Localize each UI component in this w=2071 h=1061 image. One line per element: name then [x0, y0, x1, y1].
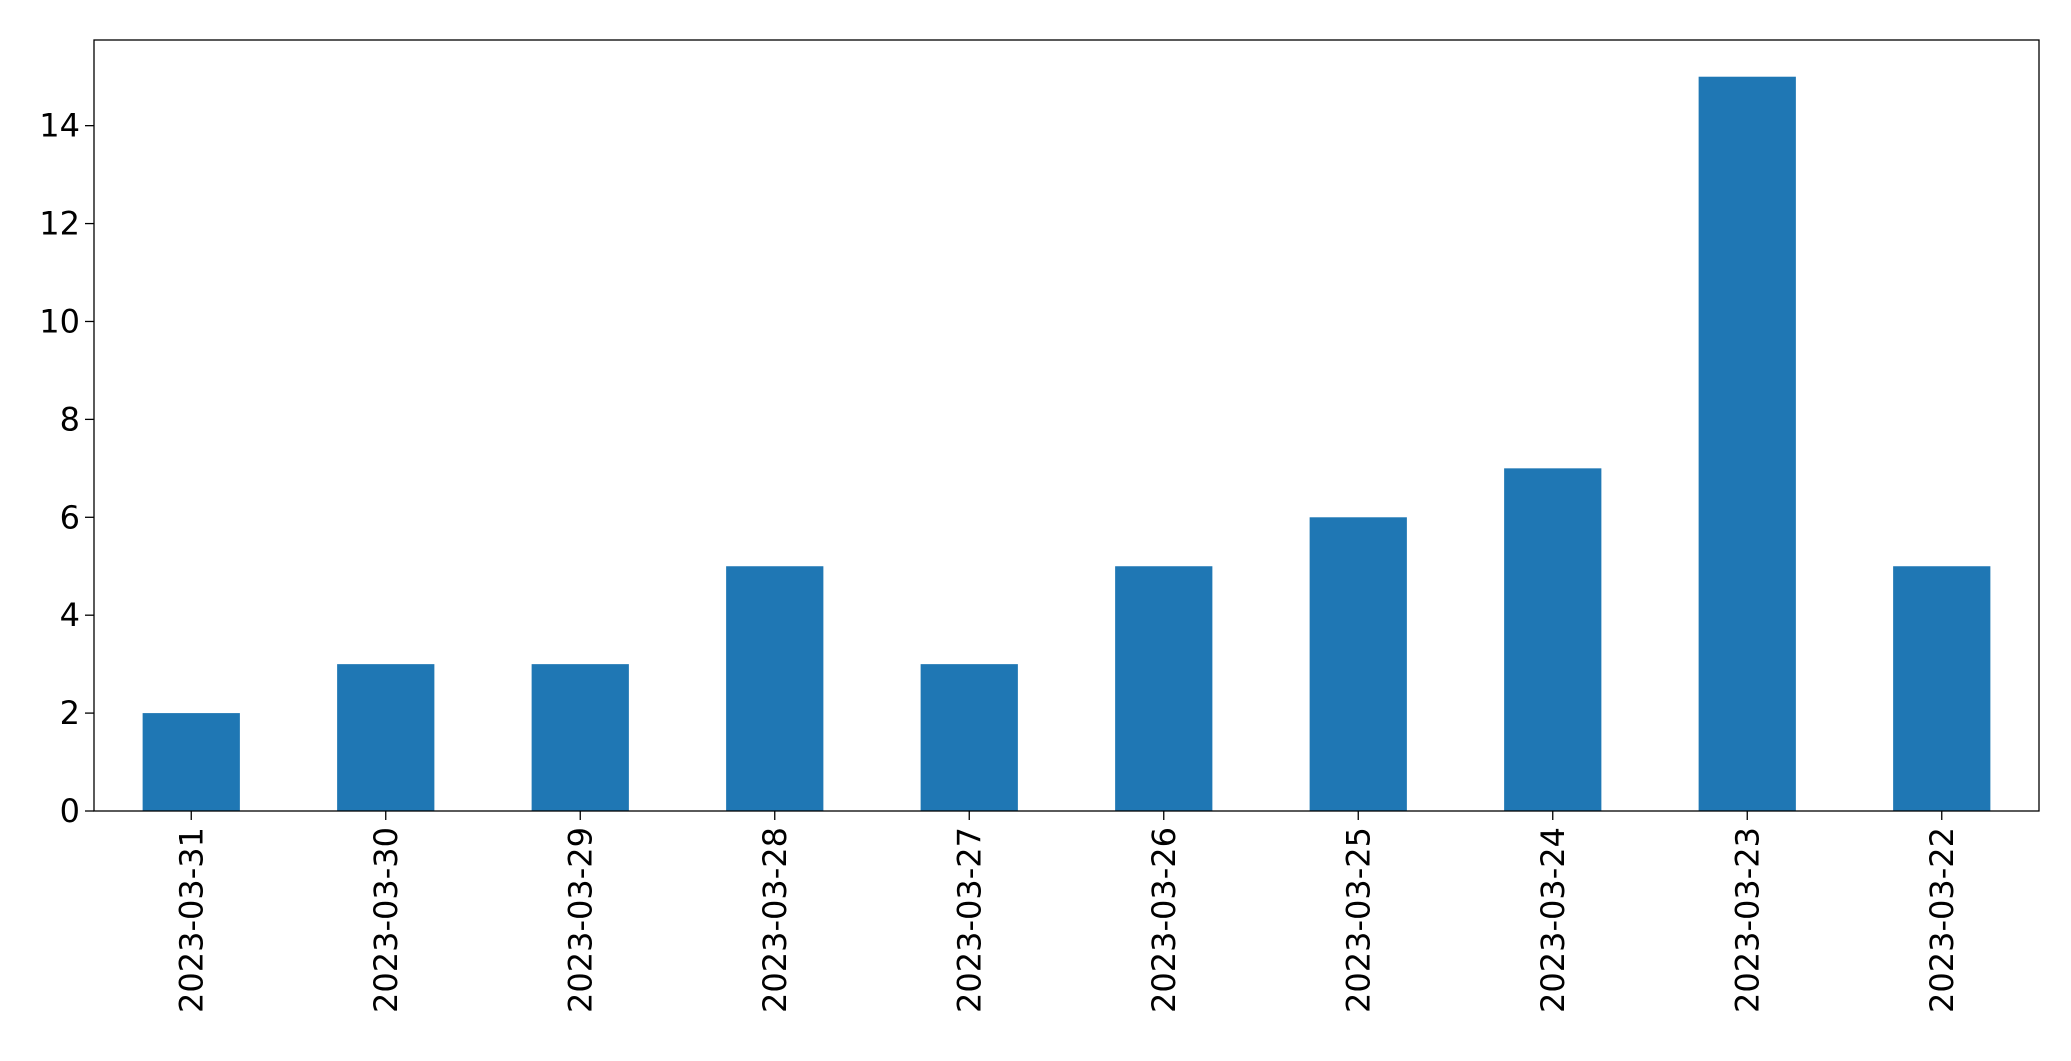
bar-2023-03-25: [1309, 517, 1407, 811]
x-axis: 2023-03-31 2023-03-30 2023-03-29 2023-03-28…: [172, 811, 1961, 1013]
bar-2023-03-27: [920, 664, 1018, 811]
bar-2023-03-26: [1115, 566, 1213, 811]
y-tick-label: 0: [60, 792, 80, 830]
y-tick-label: 4: [60, 596, 80, 634]
plot-frame: [93, 39, 2040, 812]
x-tick-label: 2023-03-30: [367, 827, 405, 1013]
x-tick-label: 2023-03-27: [950, 827, 988, 1013]
x-tick-label: 2023-03-28: [756, 827, 794, 1013]
bar-2023-03-28: [726, 566, 824, 811]
x-tick-label: 2023-03-26: [1145, 827, 1183, 1013]
x-tick-label: 2023-03-25: [1339, 827, 1377, 1013]
bar-2023-03-29: [531, 664, 629, 811]
y-tick-label: 2: [60, 694, 80, 732]
y-tick-label: 8: [60, 400, 80, 438]
y-tick-label: 14: [39, 107, 80, 145]
bar-2023-03-31: [142, 713, 240, 811]
x-tick-label: 2023-03-23: [1728, 827, 1766, 1013]
bar-2023-03-24: [1504, 468, 1602, 811]
bar-2023-03-30: [337, 664, 435, 811]
y-tick-label: 10: [39, 302, 80, 340]
y-axis: 0 2 4 6 8 10 12 14: [39, 107, 94, 830]
y-tick-label: 12: [39, 205, 80, 243]
bars-layer: [142, 76, 1991, 811]
x-tick-label: 2023-03-22: [1923, 827, 1961, 1013]
x-tick-label: 2023-03-29: [561, 827, 599, 1013]
x-tick-label: 2023-03-24: [1534, 827, 1572, 1013]
x-tick-label: 2023-03-31: [172, 827, 210, 1013]
y-tick-label: 6: [60, 498, 80, 536]
bar-2023-03-23: [1698, 76, 1796, 811]
bar-2023-03-22: [1893, 566, 1991, 811]
